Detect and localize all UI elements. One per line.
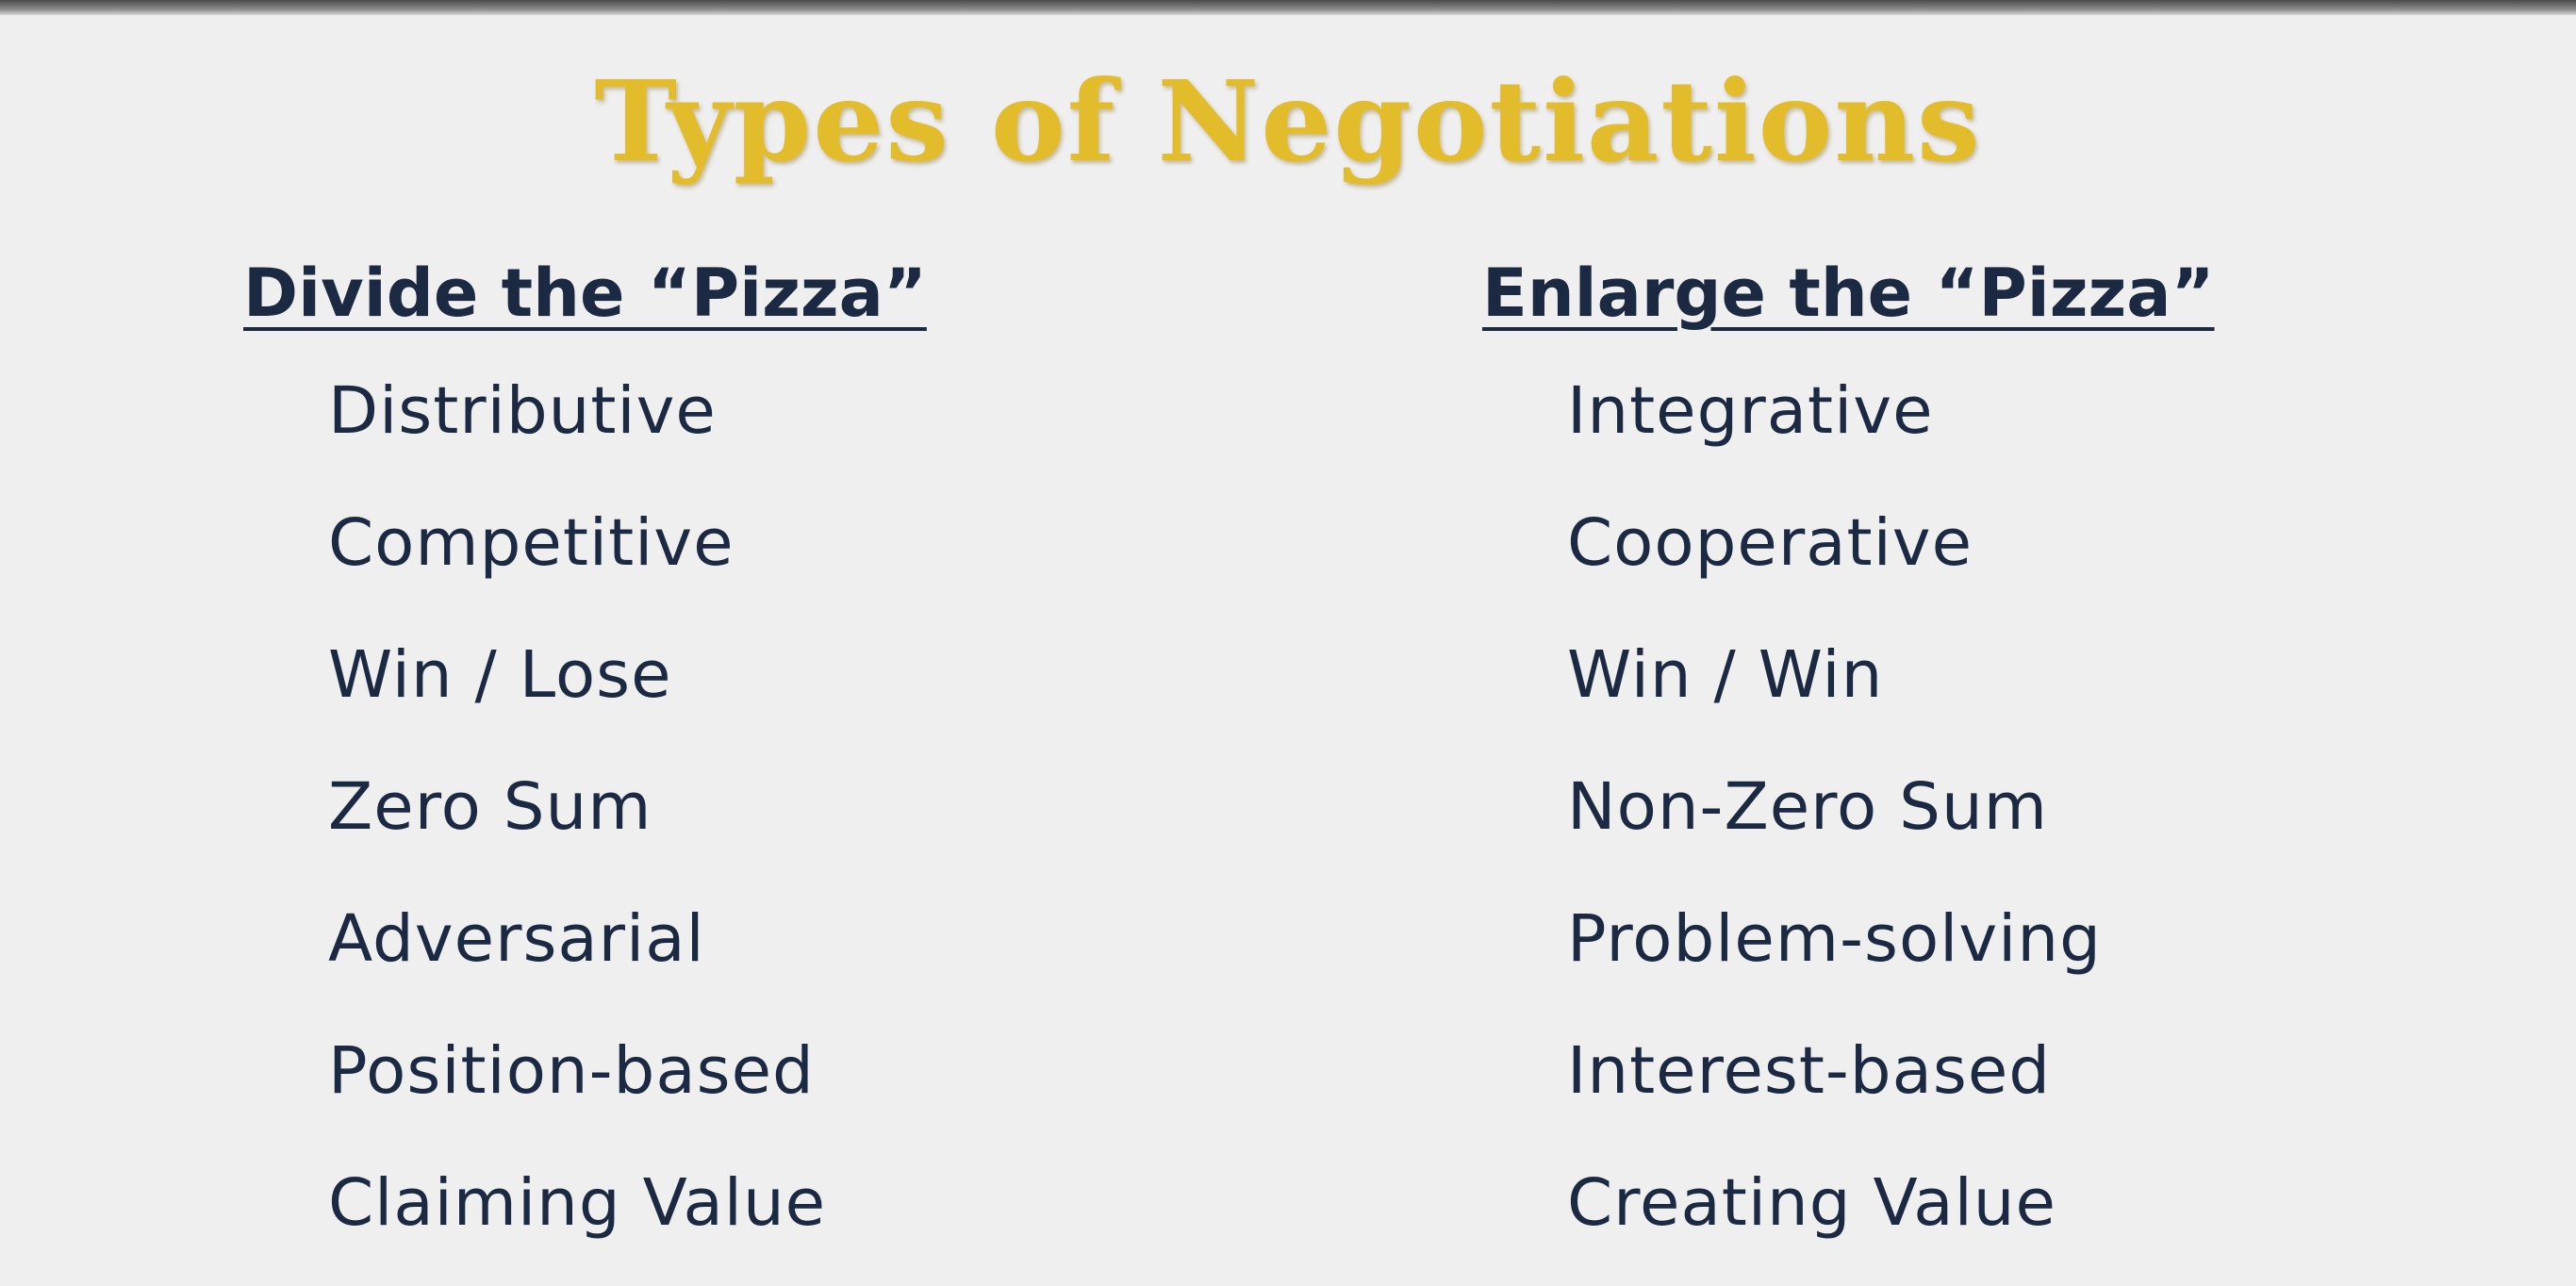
list-item: Interest-based xyxy=(1567,1033,2052,1109)
list-item: Distributive xyxy=(328,373,717,449)
list-item: Problem-solving xyxy=(1567,901,2102,977)
list-item: Integrative xyxy=(1567,373,1934,449)
list-item: Creating Value xyxy=(1567,1165,2056,1241)
left-column: Divide the “Pizza” Distributive Competit… xyxy=(243,241,927,1269)
right-column-list: Integrative Cooperative Win / Win Non-Ze… xyxy=(1482,345,2215,1269)
left-column-list: Distributive Competitive Win / Lose Zero… xyxy=(243,345,927,1269)
list-item: Non-Zero Sum xyxy=(1567,769,2048,845)
left-column-heading: Divide the “Pizza” xyxy=(243,255,927,332)
list-item: Claiming Value xyxy=(328,1165,827,1241)
list-item: Win / Lose xyxy=(328,637,672,713)
right-column-heading: Enlarge the “Pizza” xyxy=(1482,255,2215,332)
list-item: Competitive xyxy=(328,505,735,581)
list-item: Position-based xyxy=(328,1033,815,1109)
window-top-edge xyxy=(0,0,2576,15)
list-item: Cooperative xyxy=(1567,505,1973,581)
list-item: Adversarial xyxy=(328,901,705,977)
slide: Types of Negotiations Divide the “Pizza”… xyxy=(0,15,2576,1286)
list-item: Win / Win xyxy=(1567,637,1884,713)
right-column: Enlarge the “Pizza” Integrative Cooperat… xyxy=(1482,241,2215,1269)
list-item: Zero Sum xyxy=(328,769,652,845)
slide-title: Types of Negotiations xyxy=(594,56,1982,187)
